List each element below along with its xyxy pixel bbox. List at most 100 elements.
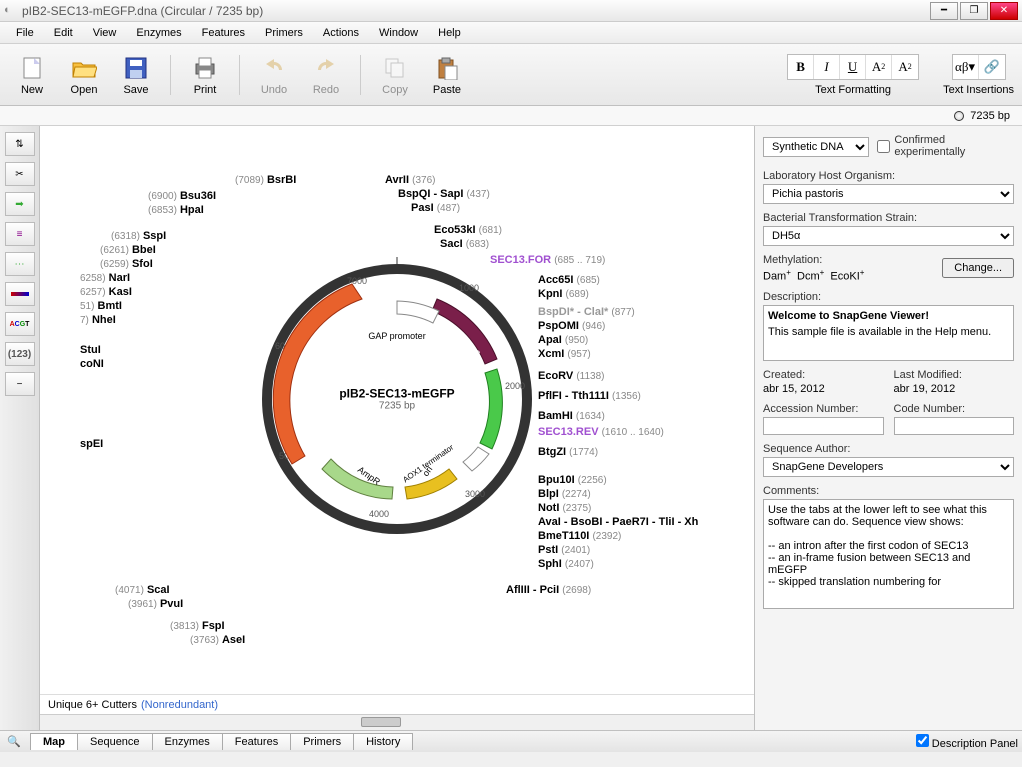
enzyme-label[interactable]: 7) NheI	[80, 314, 116, 326]
subscript-button[interactable]: A2	[892, 55, 918, 79]
enzyme-label[interactable]: EcoRV (1138)	[538, 370, 605, 382]
open-button[interactable]: Open	[60, 49, 108, 101]
plasmid-canvas[interactable]: 1000 2000 3000 4000 5000 6000 7000	[40, 126, 754, 694]
horizontal-scrollbar[interactable]	[40, 714, 754, 730]
comments-box[interactable]: Use the tabs at the lower left to see wh…	[763, 499, 1014, 609]
enzyme-label[interactable]: (7089) BsrBI	[235, 174, 296, 186]
tab-enzymes[interactable]: Enzymes	[152, 733, 223, 750]
enzyme-label[interactable]: PasI (487)	[411, 202, 460, 214]
enzyme-label[interactable]: PspOMI (946)	[538, 320, 605, 332]
enzyme-label[interactable]: (6318) SspI	[111, 230, 166, 242]
bold-button[interactable]: B	[788, 55, 814, 79]
minimize-button[interactable]: ━	[930, 2, 958, 20]
zoom-icon[interactable]: 🔍	[4, 735, 24, 748]
strain-select[interactable]: DH5α	[763, 226, 1014, 246]
copy-button[interactable]: Copy	[371, 49, 419, 101]
enzyme-label[interactable]: Eco53kI (681)	[434, 224, 502, 236]
enzyme-label[interactable]: SphI (2407)	[538, 558, 594, 570]
undo-button[interactable]: Undo	[250, 49, 298, 101]
menu-view[interactable]: View	[83, 25, 127, 41]
menu-edit[interactable]: Edit	[44, 25, 83, 41]
enzyme-label[interactable]: Bpu10I (2256)	[538, 474, 607, 486]
enzyme-label[interactable]: BamHI (1634)	[538, 410, 605, 422]
enzyme-label[interactable]: (6900) Bsu36I	[148, 190, 216, 202]
enzyme-label[interactable]: (4071) ScaI	[115, 584, 170, 596]
tool-updown[interactable]: ⇅	[5, 132, 35, 156]
enzyme-label[interactable]: BspDI* - ClaI* (877)	[538, 306, 635, 318]
enzyme-label[interactable]: AvaI - BsoBI - PaeR7I - TliI - Xh	[538, 516, 698, 528]
dna-type-select[interactable]: Synthetic DNA	[763, 137, 869, 157]
enzyme-label[interactable]: SacI (683)	[440, 238, 489, 250]
maximize-button[interactable]: ❐	[960, 2, 988, 20]
enzyme-label[interactable]: XcmI (957)	[538, 348, 591, 360]
tool-acgt[interactable]: ACGT	[5, 312, 35, 336]
enzyme-label[interactable]: 51) BmtI	[80, 300, 122, 312]
description-panel-toggle[interactable]: Description Panel	[916, 734, 1018, 750]
close-button[interactable]: ✕	[990, 2, 1018, 20]
enzyme-label[interactable]: AflIII - PciI (2698)	[506, 584, 591, 596]
menu-actions[interactable]: Actions	[313, 25, 369, 41]
enzyme-label[interactable]: 6258) NarI	[80, 272, 130, 284]
tool-colors[interactable]	[5, 282, 35, 306]
enzyme-label[interactable]: ApaI (950)	[538, 334, 588, 346]
tab-primers[interactable]: Primers	[290, 733, 354, 750]
enzyme-label[interactable]: BlpI (2274)	[538, 488, 591, 500]
host-select[interactable]: Pichia pastoris	[763, 184, 1014, 204]
enzyme-label[interactable]: StuI	[80, 344, 101, 356]
enzyme-label[interactable]: (3961) PvuI	[128, 598, 183, 610]
enzyme-label[interactable]: BtgZI (1774)	[538, 446, 598, 458]
enzyme-label[interactable]: spEI	[80, 438, 103, 450]
enzyme-label[interactable]: (3763) AseI	[190, 634, 245, 646]
methylation-value: Dam+ Dcm+ EcoKI+	[763, 268, 864, 283]
enzyme-label[interactable]: KpnI (689)	[538, 288, 589, 300]
link-button[interactable]: 🔗	[979, 55, 1005, 79]
tab-map[interactable]: Map	[30, 733, 78, 750]
enzyme-label[interactable]: NotI (2375)	[538, 502, 591, 514]
tool-123[interactable]: (123)	[5, 342, 35, 366]
enzyme-label[interactable]: SEC13.FOR (685 .. 719)	[490, 254, 605, 266]
save-button[interactable]: Save	[112, 49, 160, 101]
symbol-button[interactable]: αβ▾	[953, 55, 979, 79]
author-select[interactable]: SnapGene Developers	[763, 457, 1014, 477]
enzyme-label[interactable]: (6259) SfoI	[100, 258, 153, 270]
enzyme-label[interactable]: BspQI - SapI (437)	[398, 188, 490, 200]
print-button[interactable]: Print	[181, 49, 229, 101]
new-button[interactable]: New	[8, 49, 56, 101]
tool-scissors[interactable]: ✂	[5, 162, 35, 186]
underline-button[interactable]: U	[840, 55, 866, 79]
code-input[interactable]	[894, 417, 1015, 435]
nonredundant-link[interactable]: (Nonredundant)	[141, 699, 218, 711]
enzyme-label[interactable]: SEC13.REV (1610 .. 1640)	[538, 426, 664, 438]
menu-enzymes[interactable]: Enzymes	[126, 25, 191, 41]
enzyme-label[interactable]: (6261) BbeI	[100, 244, 156, 256]
paste-button[interactable]: Paste	[423, 49, 471, 101]
accession-input[interactable]	[763, 417, 884, 435]
tool-minus[interactable]: −	[5, 372, 35, 396]
menu-help[interactable]: Help	[428, 25, 471, 41]
tool-arrow[interactable]: ➡	[5, 192, 35, 216]
enzyme-label[interactable]: BmeT110I (2392)	[538, 530, 621, 542]
enzyme-label[interactable]: (3813) FspI	[170, 620, 225, 632]
menu-file[interactable]: File	[6, 25, 44, 41]
description-box[interactable]: Welcome to SnapGene Viewer! This sample …	[763, 305, 1014, 361]
enzyme-label[interactable]: 6257) KasI	[80, 286, 132, 298]
enzyme-label[interactable]: (6853) HpaI	[148, 204, 204, 216]
confirmed-checkbox[interactable]: Confirmed experimentally	[877, 134, 1014, 158]
enzyme-label[interactable]: coNI	[80, 358, 104, 370]
menu-window[interactable]: Window	[369, 25, 428, 41]
enzyme-label[interactable]: PstI (2401)	[538, 544, 590, 556]
change-button[interactable]: Change...	[942, 258, 1014, 278]
menu-primers[interactable]: Primers	[255, 25, 313, 41]
enzyme-label[interactable]: AvrII (376)	[385, 174, 435, 186]
enzyme-label[interactable]: Acc65I (685)	[538, 274, 600, 286]
superscript-button[interactable]: A2	[866, 55, 892, 79]
menu-features[interactable]: Features	[192, 25, 255, 41]
tool-bars[interactable]: ≡	[5, 222, 35, 246]
tab-history[interactable]: History	[353, 733, 413, 750]
italic-button[interactable]: I	[814, 55, 840, 79]
tab-features[interactable]: Features	[222, 733, 291, 750]
enzyme-label[interactable]: PflFI - Tth111I (1356)	[538, 390, 641, 402]
redo-button[interactable]: Redo	[302, 49, 350, 101]
tab-sequence[interactable]: Sequence	[77, 733, 153, 750]
tool-lines[interactable]: ⋯	[5, 252, 35, 276]
